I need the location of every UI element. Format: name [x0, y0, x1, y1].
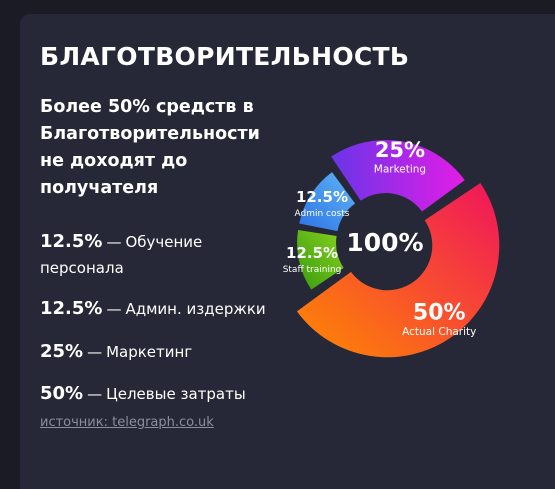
lead-line: получателя — [40, 178, 159, 198]
slice-actual-charity — [296, 182, 500, 358]
list-item-actual-charity: 50% — Целевые затраты — [40, 381, 246, 407]
lead-line: Благотворительности — [40, 124, 260, 144]
item-value: 25% — [40, 341, 84, 362]
item-value: 50% — [40, 383, 84, 404]
item-text: персонала — [40, 259, 124, 277]
list-item-staff-training: 12.5% — Обучение персонала — [40, 229, 230, 281]
slice-name-label-actual-charity: Actual Charity — [402, 326, 476, 338]
slice-value-label-marketing: 25% — [375, 138, 425, 162]
donut-chart: 50%Actual Charity 12.5% Staff training 12.5… — [283, 138, 500, 358]
item-value: 12.5% — [40, 231, 103, 252]
item-text: Целевые затраты — [106, 385, 246, 403]
center-label: 100% — [346, 228, 423, 257]
slice-name-label-staff-training: Staff training — [283, 265, 342, 275]
slice-value-label-actual-charity: 50% — [413, 300, 466, 325]
slice-value-label-admin-costs: 12.5% — [296, 188, 348, 206]
source-link[interactable]: источник: telegraph.co.uk — [40, 415, 214, 430]
item-text: Обучение — [125, 233, 203, 251]
slice-staff-training — [297, 230, 344, 290]
item-text: Админ. издержки — [125, 300, 266, 318]
slice-value-label-staff-training: 12.5% — [286, 244, 338, 262]
donut-hole — [340, 197, 430, 287]
item-text: Маркетинг — [106, 343, 193, 361]
item-dash: — — [106, 233, 122, 251]
lead-line: Более 50% средств в — [40, 97, 254, 117]
item-value: 12.5% — [40, 298, 103, 319]
item-dash: — — [87, 385, 103, 403]
slice-marketing — [331, 140, 465, 212]
lead-text: Более 50% средств в Благотворительности … — [40, 94, 280, 202]
list-item-admin-costs: 12.5% — Админ. издержки — [40, 296, 266, 322]
slice-name-label-admin-costs: Admin costs — [295, 209, 350, 219]
slice-admin-costs — [299, 172, 356, 232]
lead-line: не доходят до — [40, 151, 188, 171]
item-dash: — — [106, 300, 122, 318]
page-title: БЛАГОТВОРИТЕЛЬНОСТЬ — [40, 42, 410, 71]
list-item-marketing: 25% — Маркетинг — [40, 339, 192, 365]
item-dash: — — [87, 343, 103, 361]
slice-name-label-marketing: Marketing — [374, 164, 426, 176]
